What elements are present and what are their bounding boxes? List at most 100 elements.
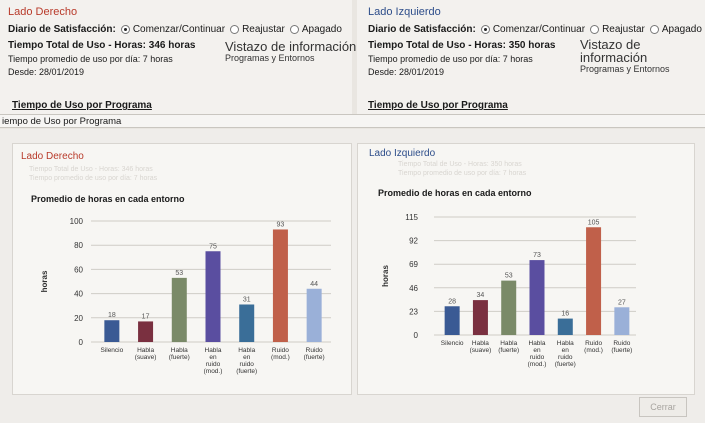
x-tick-label: Habla en ruido (fuerte) bbox=[236, 347, 257, 375]
bar bbox=[614, 307, 630, 335]
right-bar-chart: 0 23 46 69 92 115 horas 28 Silencio 34 Habla (suave… bbox=[381, 213, 636, 368]
left-radio-reset[interactable] bbox=[230, 25, 240, 34]
bar-value-label: 53 bbox=[505, 273, 513, 280]
right-radio-start-label: Comenzar/Continuar bbox=[492, 24, 586, 35]
left-faded-avg: Tiempo promedio de uso por día: 7 horas bbox=[29, 175, 158, 182]
y-axis-label: horas bbox=[40, 270, 49, 292]
x-tick-label: Habla en ruido (mod.) bbox=[528, 340, 547, 368]
left-side-title: Lado Derecho bbox=[8, 6, 78, 18]
left-radio-start-label: Comenzar/Continuar bbox=[132, 24, 226, 35]
bar-value-label: 34 bbox=[477, 292, 485, 299]
bar bbox=[104, 320, 120, 342]
x-tick-label: Habla (fuerte) bbox=[169, 347, 190, 361]
left-diary-row: Diario de Satisfacción: Comenzar/Continu… bbox=[8, 24, 342, 35]
bar bbox=[205, 251, 221, 342]
right-diary-row: Diario de Satisfacción: Comenzar/Continu… bbox=[368, 24, 702, 35]
x-tick-label: Silencio bbox=[100, 347, 123, 354]
left-radio-off-label: Apagado bbox=[301, 24, 342, 35]
x-tick-label: Ruido (mod.) bbox=[584, 340, 603, 354]
x-tick-label: Habla (suave) bbox=[470, 340, 492, 354]
left-section-title: Tiempo de Uso por Programa bbox=[12, 100, 152, 111]
right-chart-title: Promedio de horas en cada entorno bbox=[378, 188, 532, 198]
bar-value-label: 44 bbox=[310, 281, 318, 288]
y-tick-label: 92 bbox=[409, 237, 418, 246]
right-avg-per-day: Tiempo promedio de uso por día: 7 horas bbox=[368, 54, 533, 64]
dialog-titlebar[interactable]: iempo de Uso por Programa bbox=[0, 114, 705, 128]
left-radio-off[interactable] bbox=[289, 25, 299, 34]
right-radio-off-label: Apagado bbox=[661, 24, 702, 35]
bar-value-label: 16 bbox=[561, 311, 569, 318]
left-overview-link[interactable]: Vistazo de información Programas y Entor… bbox=[225, 40, 356, 64]
y-tick-label: 69 bbox=[409, 260, 418, 269]
right-radio-reset-label: Reajustar bbox=[602, 24, 645, 35]
right-since-date: Desde: 28/01/2019 bbox=[368, 67, 445, 77]
left-faded-total: Tiempo Total de Uso - Horas: 346 horas bbox=[29, 166, 153, 173]
left-overview-title: Vistazo de información bbox=[225, 39, 357, 54]
left-chart-panel-title: Lado Derecho bbox=[21, 151, 84, 162]
background-right-panel bbox=[357, 0, 705, 120]
right-overview-link[interactable]: Vistazo de información Programas y Entor… bbox=[580, 38, 705, 75]
y-tick-label: 60 bbox=[74, 265, 83, 274]
left-since-date: Desde: 28/01/2019 bbox=[8, 67, 85, 77]
bar-value-label: 73 bbox=[533, 252, 541, 259]
right-section-title: Tiempo de Uso por Programa bbox=[368, 100, 508, 111]
bar-value-label: 27 bbox=[618, 299, 626, 306]
right-radio-reset[interactable] bbox=[590, 25, 600, 34]
bar bbox=[586, 227, 602, 335]
right-faded-avg: Tiempo promedio de uso por día: 7 horas bbox=[398, 170, 527, 177]
bar-value-label: 18 bbox=[108, 312, 116, 319]
background-left-panel bbox=[0, 0, 352, 120]
bar bbox=[138, 321, 154, 342]
bar-value-label: 53 bbox=[175, 270, 183, 277]
y-tick-label: 115 bbox=[405, 213, 418, 222]
left-overview-sub: Programas y Entornos bbox=[225, 53, 315, 63]
left-radio-reset-label: Reajustar bbox=[242, 24, 285, 35]
x-tick-label: Ruido (mod.) bbox=[271, 347, 290, 361]
y-tick-label: 23 bbox=[409, 307, 418, 316]
bar bbox=[529, 260, 545, 335]
bar bbox=[171, 277, 187, 342]
bar bbox=[272, 229, 288, 342]
right-faded-total: Tiempo Total de Uso - Horas: 350 horas bbox=[398, 161, 522, 168]
cancel-button[interactable]: Cerrar bbox=[639, 397, 687, 417]
bar-value-label: 31 bbox=[243, 296, 251, 303]
left-avg-per-day: Tiempo promedio de uso por día: 7 horas bbox=[8, 54, 173, 64]
y-tick-label: 20 bbox=[74, 314, 83, 323]
left-diary-label: Diario de Satisfacción: bbox=[8, 24, 116, 35]
left-radio-start[interactable] bbox=[120, 25, 130, 34]
bar bbox=[239, 304, 255, 342]
y-tick-label: 80 bbox=[74, 241, 83, 250]
bar bbox=[306, 288, 322, 342]
right-chart-panel-title: Lado Izquierdo bbox=[369, 148, 436, 159]
y-tick-label: 40 bbox=[74, 290, 83, 299]
x-tick-label: Ruido (fuerte) bbox=[611, 340, 632, 354]
x-tick-label: Habla (suave) bbox=[135, 347, 157, 361]
bar bbox=[444, 306, 460, 335]
y-axis-label: horas bbox=[381, 265, 390, 287]
right-radio-start[interactable] bbox=[480, 25, 490, 34]
x-tick-label: Silencio bbox=[441, 340, 464, 347]
bar bbox=[472, 300, 488, 335]
x-tick-label: Ruido (fuerte) bbox=[304, 347, 325, 361]
right-total-use: Tiempo Total de Uso - Horas: 350 horas bbox=[368, 40, 556, 51]
right-diary-label: Diario de Satisfacción: bbox=[368, 24, 476, 35]
y-tick-label: 0 bbox=[79, 338, 84, 347]
bar-value-label: 75 bbox=[209, 243, 217, 250]
x-tick-label: Habla (fuerte) bbox=[498, 340, 519, 354]
x-tick-label: Habla en ruido (mod.) bbox=[204, 347, 223, 375]
bar bbox=[501, 280, 517, 335]
right-chart-panel: Lado Izquierdo Tiempo Total de Uso - Hor… bbox=[357, 143, 695, 395]
right-radio-off[interactable] bbox=[649, 25, 659, 34]
left-chart-title: Promedio de horas en cada entorno bbox=[31, 194, 185, 204]
bar bbox=[557, 318, 573, 335]
right-side-title: Lado Izquierdo bbox=[368, 6, 441, 18]
right-overview-title: Vistazo de información bbox=[580, 37, 648, 65]
left-bar-chart: 0 20 40 60 80 100 horas 18 Silencio 17 Habla (suave… bbox=[40, 217, 331, 375]
bar-value-label: 28 bbox=[448, 298, 456, 305]
y-tick-label: 46 bbox=[409, 284, 418, 293]
right-overview-sub: Programas y Entornos bbox=[580, 64, 670, 74]
left-chart-panel: Lado Derecho Tiempo Total de Uso - Horas… bbox=[12, 143, 352, 395]
x-tick-label: Habla en ruido (fuerte) bbox=[555, 340, 576, 368]
bar-value-label: 105 bbox=[588, 219, 600, 226]
bar-value-label: 93 bbox=[277, 221, 285, 228]
